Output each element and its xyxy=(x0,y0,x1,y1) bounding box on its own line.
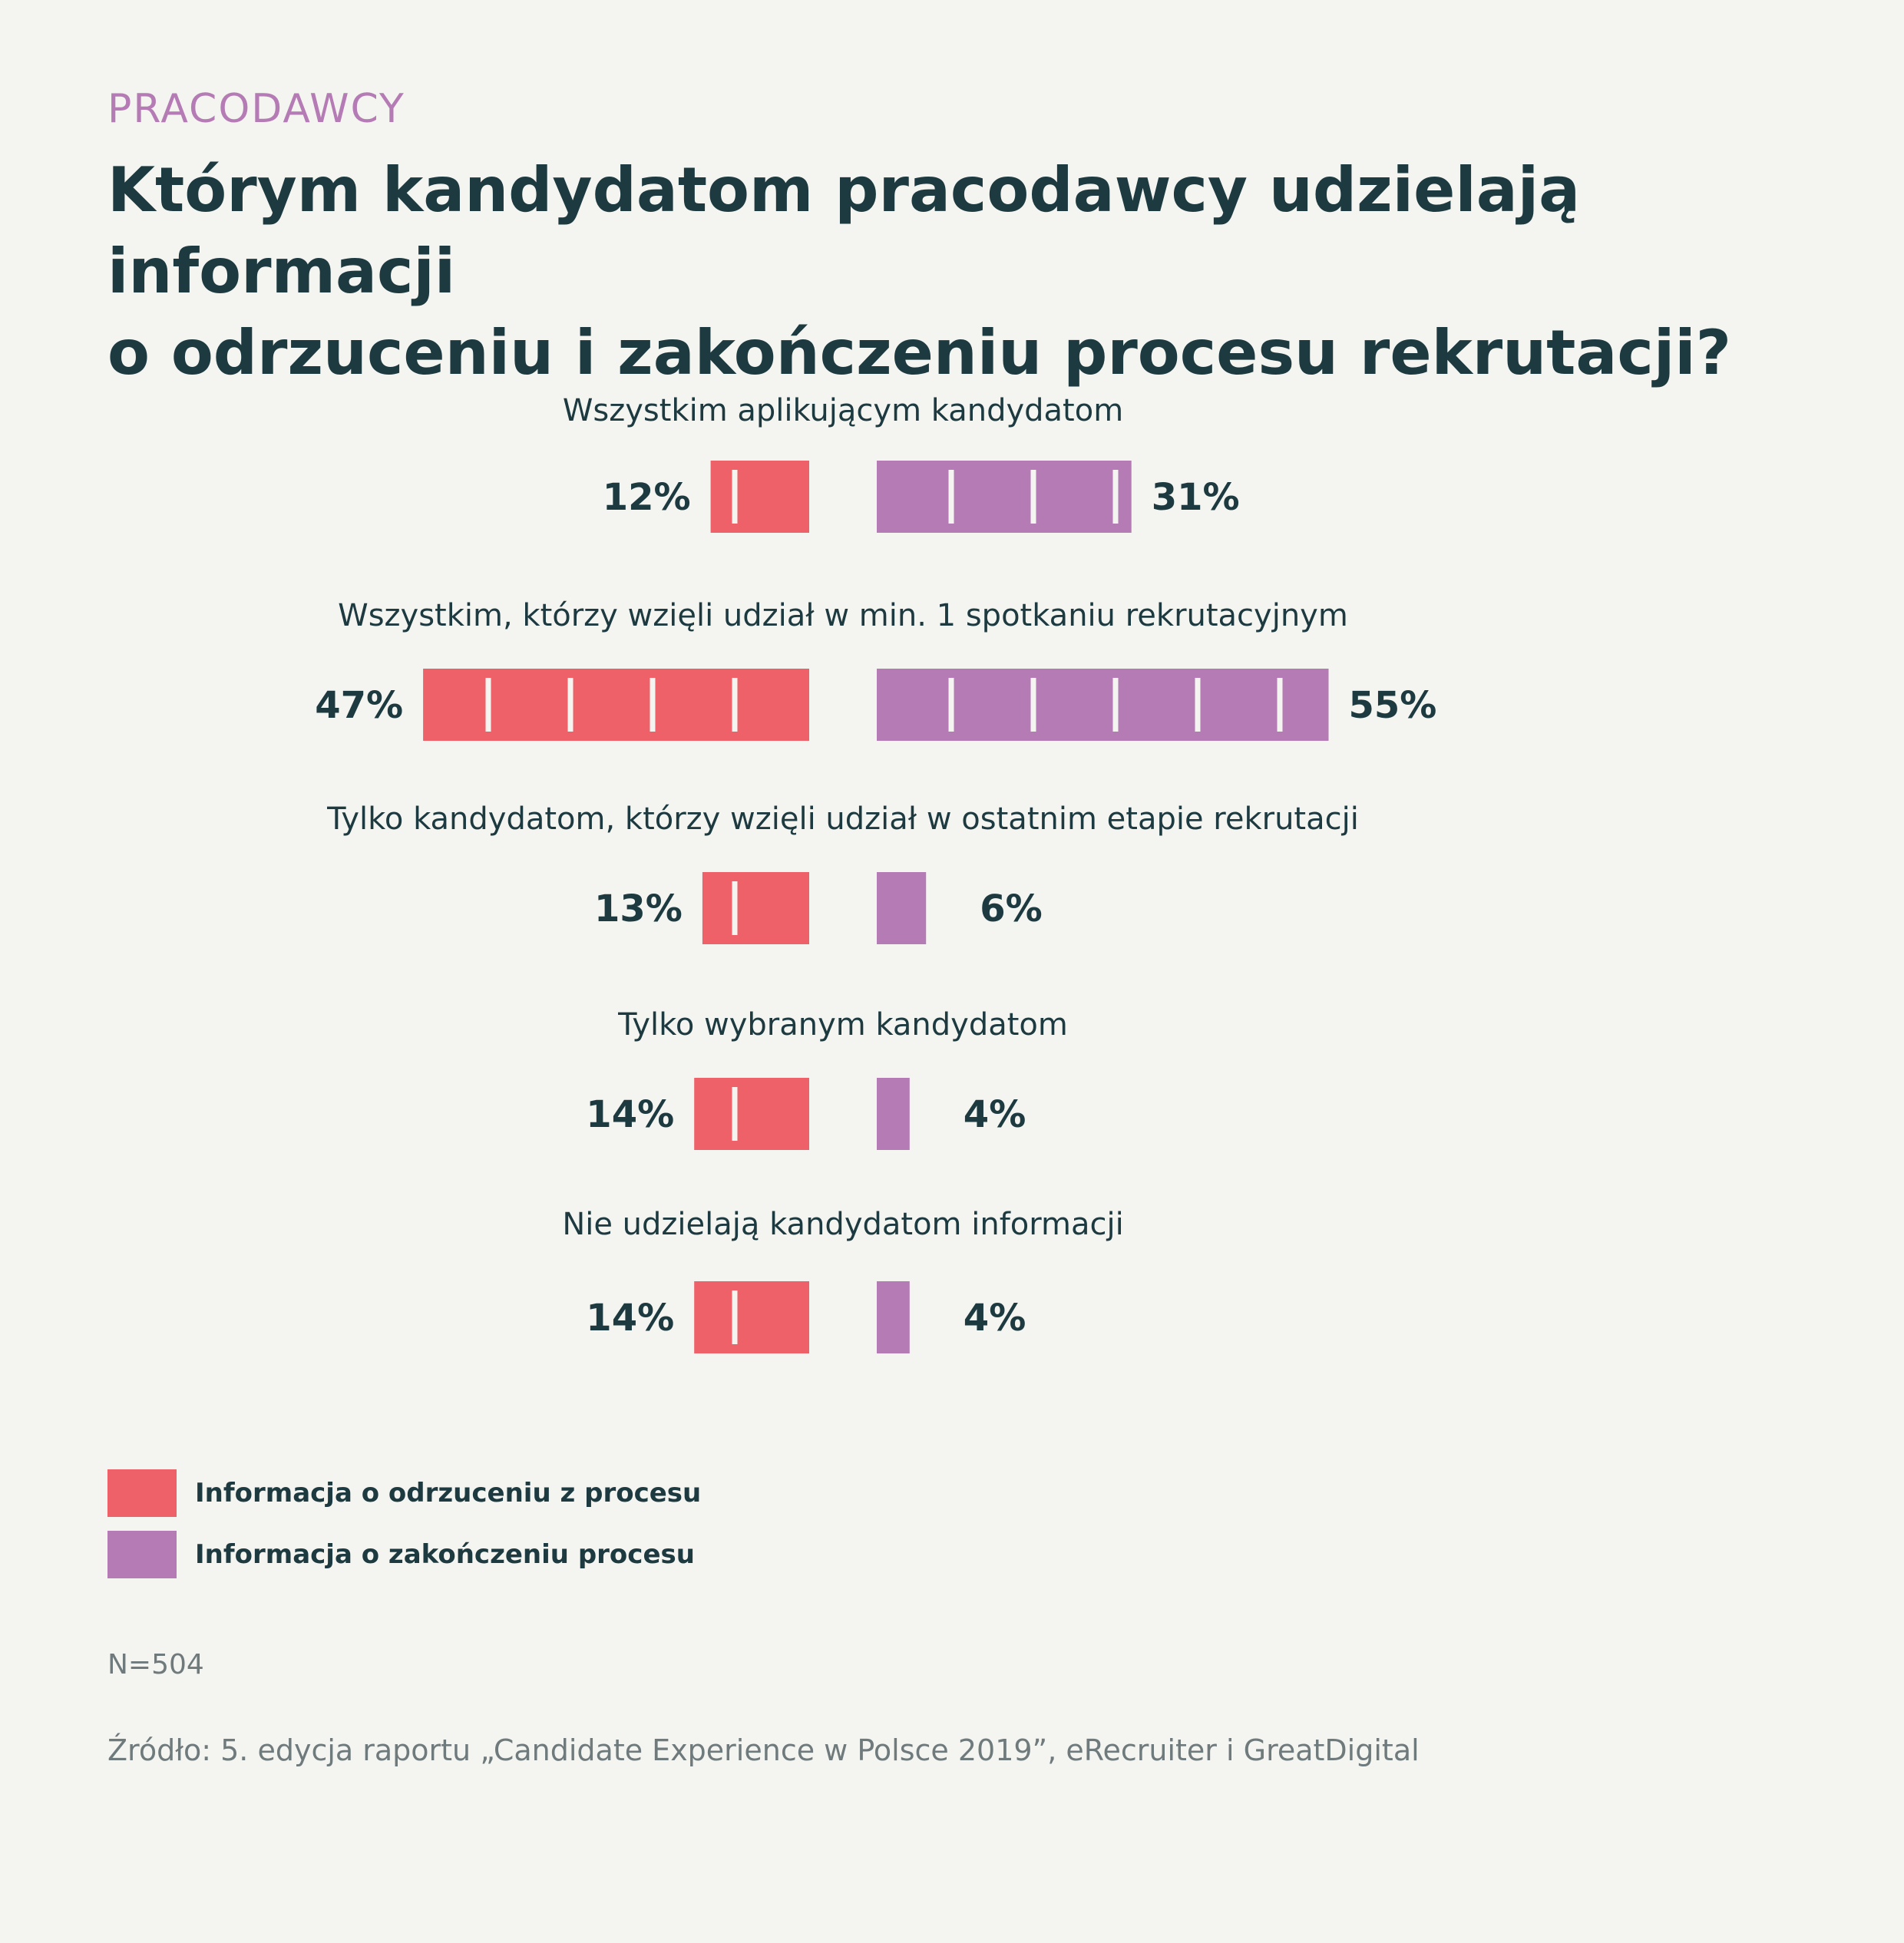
chart-title-line-1: Którym kandydatom pracodawcy udzielają i… xyxy=(107,154,1581,307)
bar-tick-mark xyxy=(732,678,738,732)
bar-tick-mark xyxy=(948,678,954,732)
value-label-completion: 6% xyxy=(980,887,1043,930)
legend-swatch-rejection xyxy=(107,1469,177,1517)
legend: Informacja o odrzuceniu z procesu Inform… xyxy=(107,1469,701,1592)
bar-rejection xyxy=(710,461,809,533)
category-label: Wszystkim aplikującym kandydatom xyxy=(563,393,1123,428)
bar-completion xyxy=(877,669,1329,741)
value-label-rejection: 14% xyxy=(586,1297,674,1340)
bar-completion xyxy=(877,1078,910,1150)
source-note: Źródło: 5. edycja raportu „Candidate Exp… xyxy=(107,1733,1420,1767)
value-label-rejection: 13% xyxy=(594,887,683,930)
bar-completion xyxy=(877,1281,910,1353)
value-label-rejection: 12% xyxy=(603,476,691,519)
legend-swatch-completion xyxy=(107,1531,177,1578)
value-label-completion: 55% xyxy=(1349,684,1437,727)
category-label: Wszystkim, którzy wzięli udział w min. 1… xyxy=(338,598,1348,633)
category-label: Nie udzielają kandydatom informacji xyxy=(562,1207,1123,1242)
bar-rejection xyxy=(702,872,809,944)
bar-tick-mark xyxy=(567,678,574,732)
bar-tick-mark xyxy=(650,678,656,732)
value-label-completion: 31% xyxy=(1152,476,1240,519)
bar-rejection xyxy=(694,1078,809,1150)
bar-tick-mark xyxy=(732,1087,738,1141)
legend-item-completion: Informacja o zakończeniu procesu xyxy=(107,1531,701,1578)
bar-tick-mark xyxy=(1030,678,1036,732)
section-kicker: PRACODAWCY xyxy=(107,86,405,132)
bar-tick-mark xyxy=(948,470,954,524)
legend-label-rejection: Informacja o odrzuceniu z procesu xyxy=(195,1478,702,1508)
bar-tick-mark xyxy=(732,1290,738,1344)
bar-tick-mark xyxy=(732,470,738,524)
bar-tick-mark xyxy=(1195,678,1201,732)
legend-item-rejection: Informacja o odrzuceniu z procesu xyxy=(107,1469,701,1517)
chart-title-line-2: o odrzuceniu i zakończeniu procesu rekru… xyxy=(107,317,1732,388)
category-label: Tylko wybranym kandydatom xyxy=(617,1007,1068,1043)
category-label: Tylko kandydatom, którzy wzięli udział w… xyxy=(326,801,1359,837)
value-label-rejection: 14% xyxy=(586,1093,674,1136)
bar-completion xyxy=(877,872,927,944)
legend-label-completion: Informacja o zakończeniu procesu xyxy=(195,1539,695,1570)
chart-title: Którym kandydatom pracodawcy udzielają i… xyxy=(107,150,1797,394)
bar-tick-mark xyxy=(732,881,738,935)
sample-size-note: N=504 xyxy=(107,1649,204,1680)
bar-rejection xyxy=(423,669,809,741)
bar-rejection xyxy=(694,1281,809,1353)
bar-tick-mark xyxy=(485,678,491,732)
bar-tick-mark xyxy=(1112,470,1119,524)
bar-tick-mark xyxy=(1277,678,1283,732)
value-label-rejection: 47% xyxy=(315,684,403,727)
value-label-completion: 4% xyxy=(964,1093,1026,1136)
diverging-bar-chart: Wszystkim aplikującym kandydatom 12% 31% Ws… xyxy=(315,393,1437,1353)
bar-tick-mark xyxy=(1030,470,1036,524)
bar-tick-mark xyxy=(1112,678,1119,732)
bar-completion xyxy=(877,461,1132,533)
value-label-completion: 4% xyxy=(964,1297,1026,1340)
